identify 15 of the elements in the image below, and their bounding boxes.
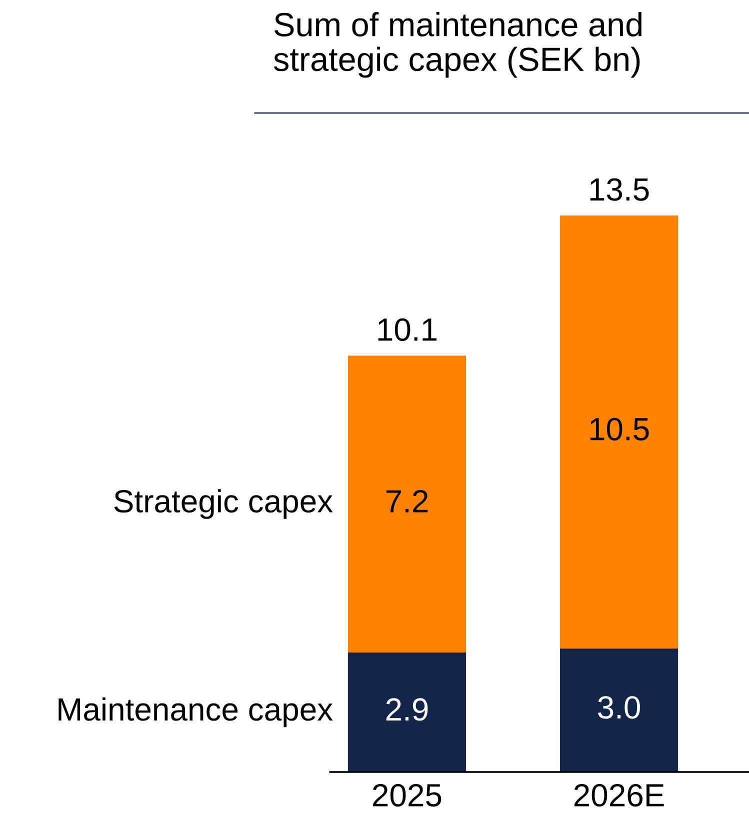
data-label: 7.2	[386, 490, 428, 512]
chart-title: Sum of maintenance and strategic capex (SEK bn)	[274, 12, 642, 78]
data-label: 2.9	[386, 698, 428, 721]
data-label: 10.5	[590, 418, 649, 440]
x-tick-label: 2026E	[574, 784, 664, 807]
bar	[348, 652, 466, 772]
x-tick-label: 2025	[373, 784, 442, 807]
bar	[560, 215, 678, 648]
bar	[560, 648, 678, 772]
total-label: 13.5	[590, 178, 649, 201]
series-label: Strategic capex	[114, 489, 333, 519]
bar	[348, 356, 466, 652]
series-label: Maintenance capex	[58, 697, 333, 728]
total-label: 10.1	[378, 318, 437, 341]
data-label: 3.0	[598, 696, 640, 719]
